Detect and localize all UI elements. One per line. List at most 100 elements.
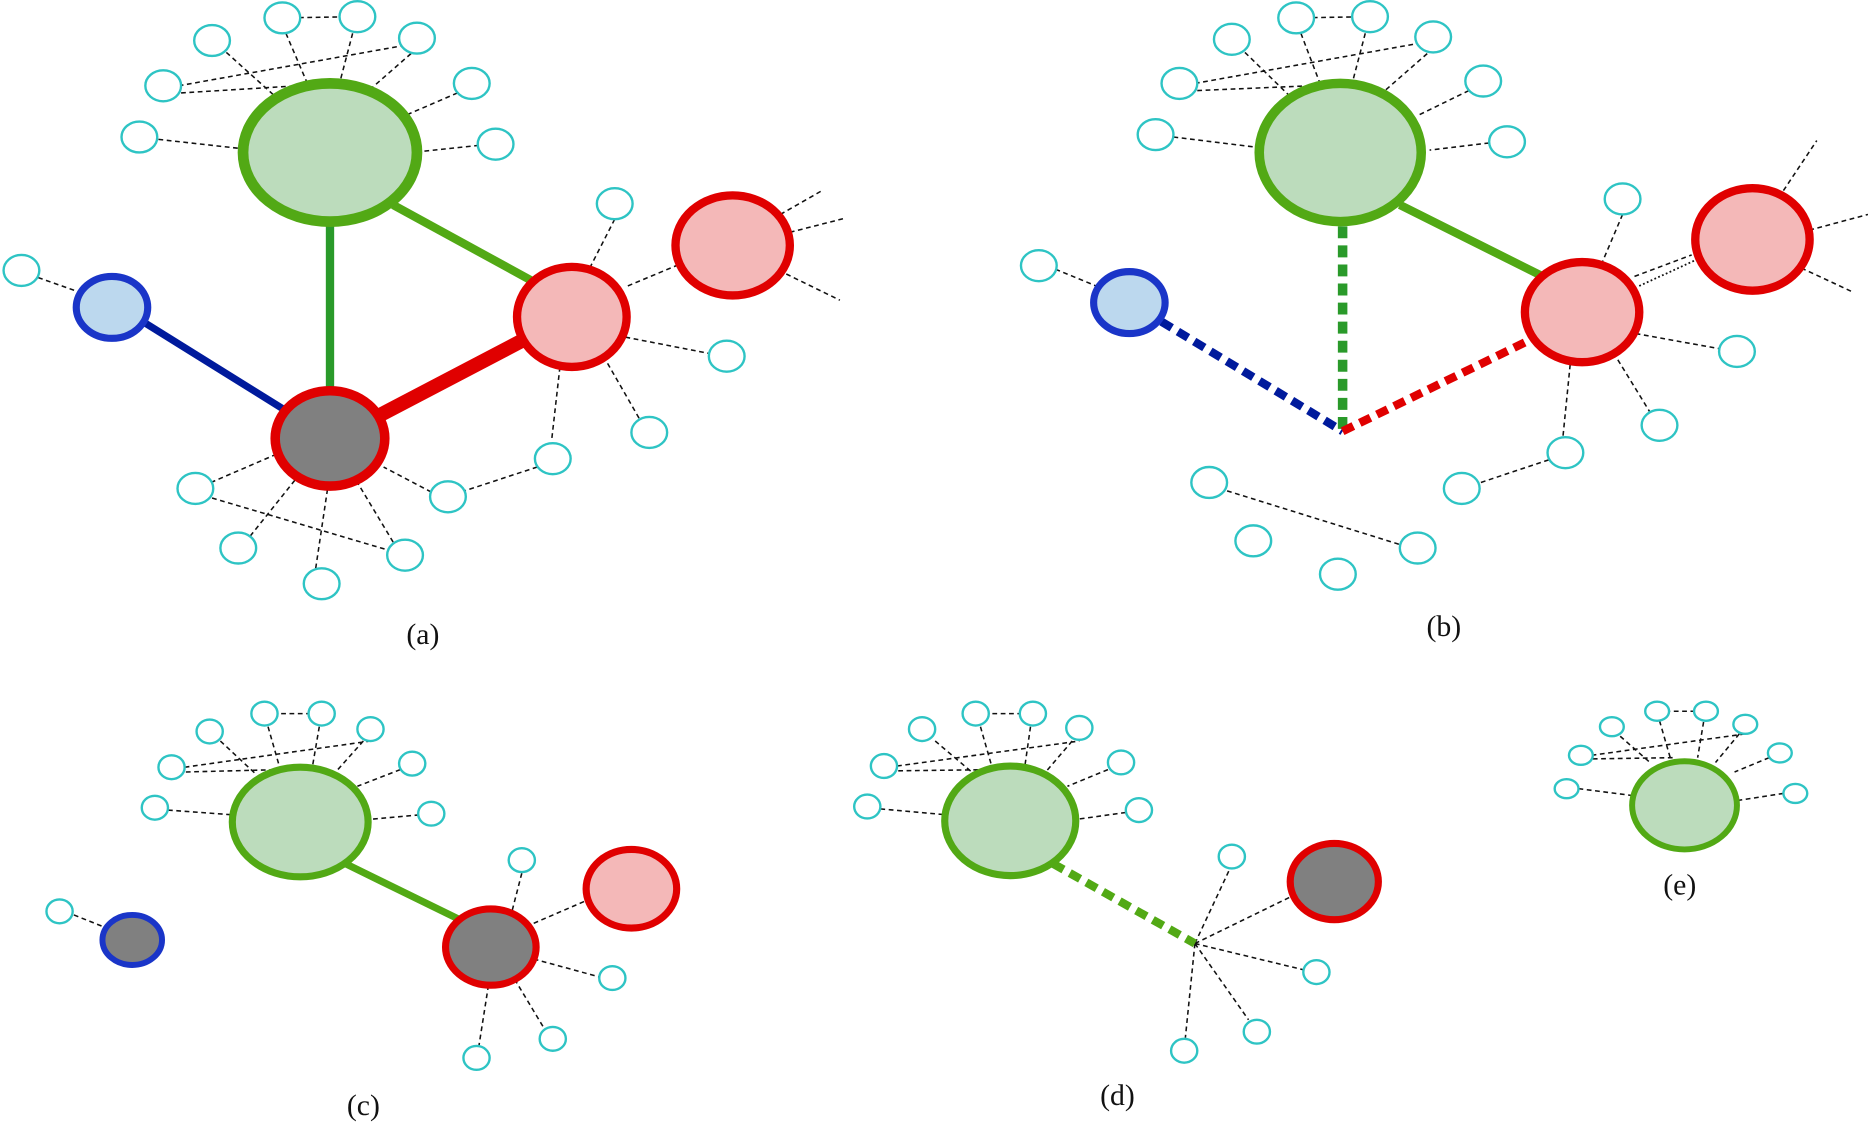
leaf-node (1442, 471, 1481, 506)
leaf-node (538, 1025, 568, 1052)
leaf-node (45, 898, 74, 925)
leaf-node (192, 23, 232, 58)
leaves (2, 0, 746, 601)
leaf-node (416, 800, 446, 827)
edge (141, 318, 291, 416)
leaf-node (707, 339, 746, 373)
leaves (852, 700, 1331, 1064)
node (1090, 268, 1169, 338)
node (228, 763, 372, 881)
leaf-node (307, 700, 336, 727)
leaf-node (476, 127, 515, 161)
node (1254, 78, 1427, 227)
leaf-node (1190, 465, 1229, 500)
panel-b: (b) (1019, 0, 1868, 643)
leaf-node (1350, 0, 1390, 34)
leaf-node (598, 964, 627, 992)
node (512, 262, 631, 372)
node (237, 78, 423, 227)
dashed-edges (37, 15, 847, 569)
node (441, 905, 540, 989)
node (1520, 257, 1644, 367)
leaf-node (2, 253, 41, 288)
leaf-node (338, 0, 377, 34)
leaf-node (1598, 715, 1625, 738)
panel-label: (d) (1100, 1079, 1135, 1112)
panel-d: (d) (852, 700, 1382, 1112)
leaf-node (397, 750, 427, 777)
node (270, 385, 390, 491)
leaf-node (1217, 843, 1247, 870)
leaf-node (630, 415, 669, 450)
edge (373, 332, 530, 424)
leaf-node (1318, 557, 1357, 591)
leaf-node (219, 531, 258, 565)
leaf-node (852, 793, 882, 820)
leaves (1553, 700, 1809, 805)
leaf-node (157, 754, 186, 781)
leaf-node (1242, 1018, 1272, 1045)
leaf-node (1277, 1, 1316, 35)
panel-label: (c) (347, 1089, 380, 1122)
panel-label: (e) (1663, 868, 1696, 901)
leaf-node (452, 66, 491, 101)
leaf-node (428, 480, 467, 514)
leaf-node (462, 1044, 491, 1072)
leaf-node (595, 187, 634, 221)
leaves (1019, 0, 1757, 591)
edge (1397, 201, 1545, 281)
leaf-node (1136, 117, 1175, 152)
leaf-node (144, 69, 183, 103)
leaf-node (176, 471, 215, 506)
leaf-node (533, 441, 572, 476)
leaf-node (263, 1, 302, 35)
leaf-node (1567, 744, 1594, 767)
leaf-node (397, 21, 437, 55)
leaf-node (1546, 436, 1585, 470)
leaf-node (1487, 125, 1527, 159)
leaf-node (1766, 742, 1793, 764)
node (1286, 839, 1382, 924)
leaf-node (869, 752, 899, 780)
leaf-node (1782, 782, 1809, 805)
leaf-node (1124, 797, 1154, 824)
leaf-node (195, 718, 224, 745)
leaf-node (1065, 714, 1094, 742)
edge (1159, 318, 1345, 435)
leaf-node (1234, 524, 1273, 558)
leaf-node (1553, 777, 1580, 800)
leaf-node (1106, 749, 1136, 776)
leaves (45, 700, 627, 1072)
leaf-node (1160, 66, 1199, 101)
leaf-node (1169, 1037, 1199, 1064)
panel-label: (b) (1427, 610, 1462, 643)
panel-e: (e) (1553, 700, 1809, 901)
leaf-node (1414, 20, 1453, 54)
leaf-node (356, 715, 385, 743)
leaf-node (385, 538, 425, 572)
leaf-node (907, 715, 937, 743)
leaf-node (302, 567, 341, 601)
leaf-node (1212, 22, 1251, 56)
leaf-node (140, 794, 170, 821)
leaf-node (1644, 700, 1671, 722)
leaf-node (120, 120, 159, 154)
node (72, 272, 152, 342)
leaf-node (1302, 959, 1331, 986)
node (941, 762, 1080, 880)
leaf-node (1732, 713, 1759, 736)
dashed-edges (1578, 710, 1784, 802)
node (582, 845, 681, 932)
edge (343, 860, 462, 923)
dashed-edges (880, 712, 1304, 1038)
edge (391, 201, 535, 285)
leaf-node (1692, 700, 1720, 722)
panel-label: (a) (406, 618, 439, 651)
leaf-node (1640, 408, 1679, 442)
leaf-node (250, 700, 279, 727)
leaf-node (1603, 182, 1642, 216)
edge (1340, 335, 1533, 436)
dashed-edges (73, 712, 600, 1047)
